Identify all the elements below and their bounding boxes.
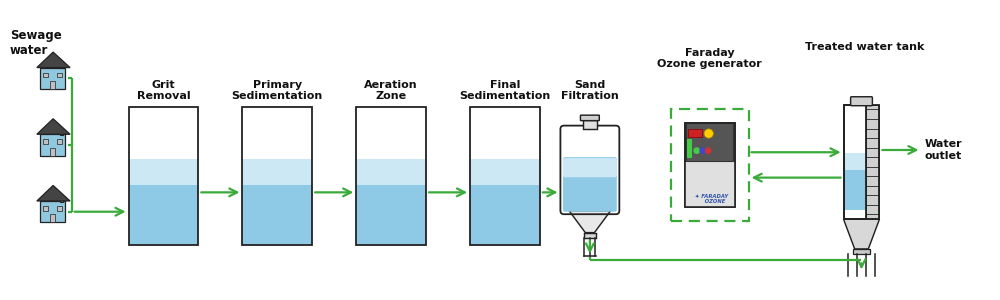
Polygon shape	[37, 185, 70, 201]
Bar	[866, 105, 879, 219]
FancyBboxPatch shape	[580, 115, 599, 121]
Bar	[686, 123, 733, 160]
Bar	[470, 159, 540, 185]
Bar	[43, 73, 48, 77]
Bar	[583, 120, 597, 129]
Bar	[40, 134, 65, 156]
Bar	[50, 81, 55, 89]
Bar	[40, 68, 65, 89]
Bar	[356, 159, 426, 185]
Text: Aeration
Zone: Aeration Zone	[364, 80, 418, 101]
Text: Faraday
Ozone generator: Faraday Ozone generator	[657, 48, 762, 69]
Bar	[584, 232, 596, 238]
Polygon shape	[569, 211, 611, 232]
Bar	[356, 107, 426, 244]
Text: Treated water tank: Treated water tank	[805, 43, 925, 52]
Bar	[685, 123, 735, 207]
Bar	[356, 185, 426, 244]
Bar	[129, 159, 198, 185]
Text: Final
Sedimentation: Final Sedimentation	[459, 80, 551, 101]
Text: Sand
Filtration: Sand Filtration	[561, 80, 619, 101]
Bar	[57, 140, 62, 144]
Bar	[470, 185, 540, 244]
Bar	[687, 139, 692, 158]
Text: Grit
Removal: Grit Removal	[137, 80, 190, 101]
Bar	[57, 206, 62, 211]
Circle shape	[704, 129, 713, 138]
FancyBboxPatch shape	[560, 126, 619, 214]
Text: Sewage
water: Sewage water	[10, 28, 61, 57]
Bar	[129, 107, 198, 244]
Circle shape	[693, 147, 700, 154]
Polygon shape	[37, 52, 70, 68]
Bar	[60, 195, 63, 202]
Bar	[671, 109, 749, 221]
Polygon shape	[37, 119, 70, 134]
Circle shape	[705, 147, 712, 154]
Bar	[242, 107, 312, 244]
FancyBboxPatch shape	[563, 157, 617, 212]
Text: Primary
Sedimentation: Primary Sedimentation	[232, 80, 323, 101]
Bar	[844, 105, 879, 219]
Bar	[844, 153, 866, 170]
Bar	[844, 170, 866, 210]
Bar	[50, 148, 55, 156]
Bar	[685, 161, 735, 207]
Bar	[60, 128, 63, 135]
Bar	[688, 129, 702, 137]
Bar	[242, 159, 312, 185]
Bar	[129, 185, 198, 244]
Bar	[57, 73, 62, 77]
Circle shape	[699, 147, 706, 154]
Polygon shape	[844, 219, 879, 249]
Text: Water
outlet: Water outlet	[924, 139, 962, 161]
Bar	[40, 201, 65, 223]
Bar	[43, 206, 48, 211]
Bar	[50, 214, 55, 223]
Bar	[60, 61, 63, 68]
FancyBboxPatch shape	[563, 158, 617, 177]
Text: ✦ FARADAY
   OZONE: ✦ FARADAY OZONE	[695, 194, 728, 204]
Bar	[685, 123, 735, 207]
Bar	[242, 185, 312, 244]
Bar	[43, 140, 48, 144]
FancyBboxPatch shape	[851, 97, 872, 106]
Bar	[844, 105, 866, 219]
Bar	[853, 249, 870, 254]
Bar	[470, 107, 540, 244]
